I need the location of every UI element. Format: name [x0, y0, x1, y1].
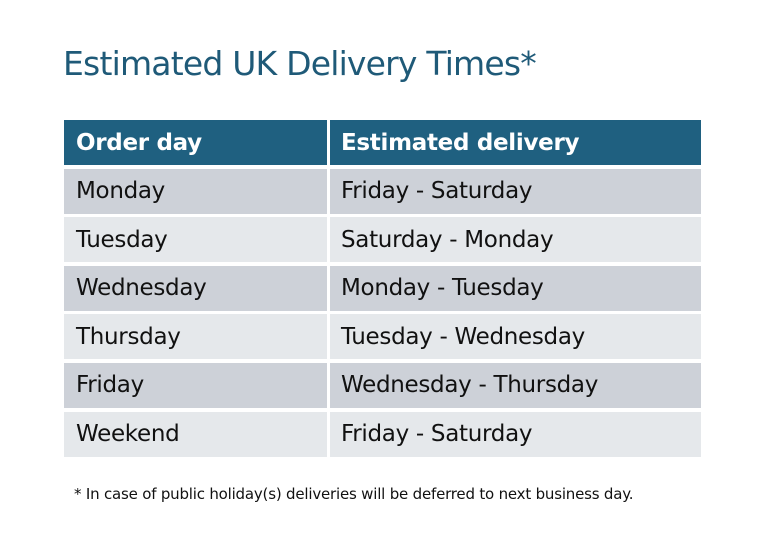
table-row: Monday Friday - Saturday	[64, 168, 701, 214]
delivery-cell: Friday - Saturday	[330, 411, 701, 457]
table-header-row: Order day Estimated delivery	[64, 120, 701, 165]
order-day-cell: Friday	[64, 362, 327, 408]
order-day-cell: Tuesday	[64, 217, 327, 263]
footnote: * In case of public holiday(s) deliverie…	[74, 485, 634, 503]
table-row: Tuesday Saturday - Monday	[64, 217, 701, 263]
delivery-cell: Tuesday - Wednesday	[330, 314, 701, 360]
delivery-cell: Friday - Saturday	[330, 168, 701, 214]
delivery-cell: Wednesday - Thursday	[330, 362, 701, 408]
delivery-cell: Saturday - Monday	[330, 217, 701, 263]
order-day-cell: Weekend	[64, 411, 327, 457]
table-row: Weekend Friday - Saturday	[64, 411, 701, 457]
delivery-times-table: Order day Estimated delivery Monday Frid…	[64, 120, 701, 460]
delivery-cell: Monday - Tuesday	[330, 265, 701, 311]
order-day-cell: Monday	[64, 168, 327, 214]
table-row: Wednesday Monday - Tuesday	[64, 265, 701, 311]
header-estimated-delivery: Estimated delivery	[330, 120, 701, 165]
order-day-cell: Thursday	[64, 314, 327, 360]
table-row: Thursday Tuesday - Wednesday	[64, 314, 701, 360]
table-row: Friday Wednesday - Thursday	[64, 362, 701, 408]
page-title: Estimated UK Delivery Times*	[63, 44, 537, 83]
order-day-cell: Wednesday	[64, 265, 327, 311]
header-order-day: Order day	[64, 120, 327, 165]
